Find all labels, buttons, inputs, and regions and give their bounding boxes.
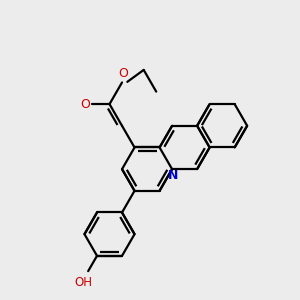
Text: N: N <box>168 169 179 182</box>
Text: O: O <box>118 67 128 80</box>
Text: OH: OH <box>75 276 93 289</box>
Text: O: O <box>80 98 90 111</box>
